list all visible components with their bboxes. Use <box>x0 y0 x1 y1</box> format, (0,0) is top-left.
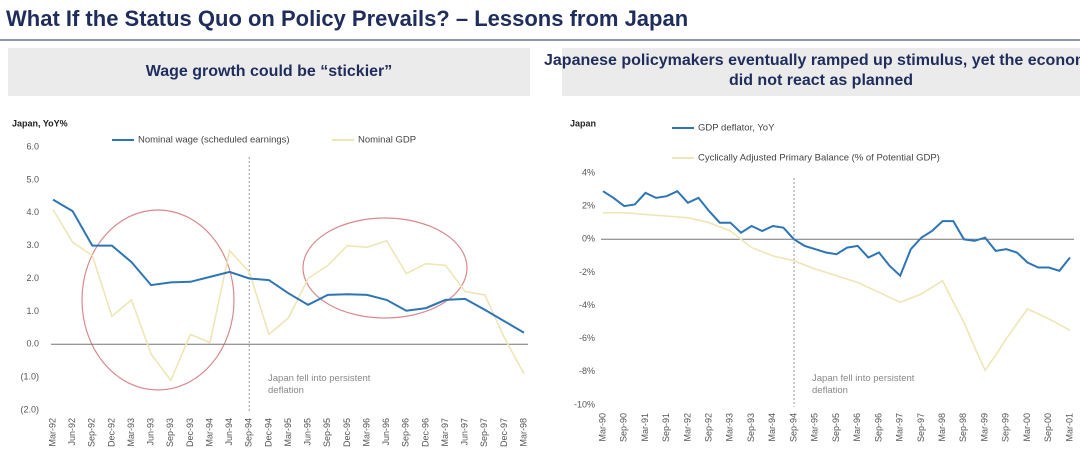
x-tick-label: Sep-93 <box>165 418 175 447</box>
x-tick-label: Sep-96 <box>873 413 883 442</box>
panel-title: Japanese policymakers eventually ramped … <box>544 52 1080 89</box>
x-tick-label: Sep-93 <box>746 413 756 442</box>
y-tick-label: 0.0 <box>26 339 39 349</box>
x-tick-label: Sep-95 <box>322 418 332 447</box>
annotation: Japan fell into persistent deflation <box>812 373 915 396</box>
x-tick-label: Dec-96 <box>420 418 430 447</box>
x-tick-label: Dec-93 <box>185 418 195 447</box>
y-tick-label: 3.0 <box>26 240 39 250</box>
x-tick-label: Mar-01 <box>1064 413 1074 442</box>
y-tick-label: -4% <box>579 300 595 310</box>
x-tick-label: Mar-96 <box>361 418 371 447</box>
x-tick-label: Mar-98 <box>937 413 947 442</box>
annotation: Japan fell into persistent deflation <box>268 373 371 396</box>
series-line <box>52 198 525 334</box>
y-tick-label: (1.0) <box>20 372 39 382</box>
highlight-ellipse <box>81 209 235 391</box>
legend-label: Nominal wage (scheduled earnings) <box>138 135 290 146</box>
x-tick-label: Mar-98 <box>518 418 528 447</box>
x-tick-label: Mar-97 <box>440 418 450 447</box>
x-tick-label: Sep-95 <box>831 413 841 442</box>
x-tick-label: Mar-91 <box>640 413 650 442</box>
y-tick-label: 5.0 <box>26 174 39 184</box>
x-tick-label: Mar-99 <box>979 413 989 442</box>
series-line <box>603 212 1071 372</box>
x-tick-label: Mar-90 <box>597 413 607 442</box>
header-box <box>562 48 1080 96</box>
x-tick-label: Mar-92 <box>47 418 57 447</box>
legend-label: Nominal GDP <box>358 135 416 146</box>
header-box <box>8 48 530 96</box>
x-tick-label: Sep-00 <box>1043 413 1053 442</box>
x-tick-label: Mar-96 <box>852 413 862 442</box>
x-tick-label: Mar-00 <box>1022 413 1032 442</box>
x-tick-label: Sep-92 <box>704 413 714 442</box>
y-tick-label: 4.0 <box>26 207 39 217</box>
highlight-ellipse <box>302 217 468 319</box>
x-tick-label: Jun-94 <box>224 418 234 446</box>
y-tick-label: -2% <box>579 267 595 277</box>
x-tick-label: Jun-93 <box>146 418 156 446</box>
x-tick-label: Sep-92 <box>87 418 97 447</box>
x-tick-label: Sep-94 <box>244 418 254 447</box>
x-tick-label: Dec-92 <box>106 418 116 447</box>
y-tick-label: (2.0) <box>20 404 39 414</box>
y-tick-label: 2% <box>582 201 595 211</box>
x-tick-label: Sep-98 <box>958 413 968 442</box>
x-tick-label: Sep-97 <box>479 418 489 447</box>
x-tick-label: Jun-97 <box>460 418 470 446</box>
x-tick-label: Dec-95 <box>342 418 352 447</box>
y-tick-label: 2.0 <box>26 273 39 283</box>
x-tick-label: Jun-92 <box>67 418 77 446</box>
x-tick-label: Mar-95 <box>283 418 293 447</box>
x-tick-label: Sep-99 <box>1001 413 1011 442</box>
y-tick-label: 1.0 <box>26 306 39 316</box>
y-tick-label: -6% <box>579 333 595 343</box>
series-line <box>52 209 525 382</box>
legend-label: GDP deflator, YoY <box>698 123 775 134</box>
x-tick-label: Mar-94 <box>204 418 214 447</box>
x-tick-label: Jun-96 <box>381 418 391 446</box>
legend-label: Cyclically Adjusted Primary Balance (% o… <box>698 153 940 164</box>
x-tick-label: Mar-93 <box>725 413 735 442</box>
series-line <box>602 189 1071 278</box>
y-tick-label: 6.0 <box>26 141 39 151</box>
x-tick-label: Mar-95 <box>810 413 820 442</box>
x-tick-label: Dec-94 <box>263 418 273 447</box>
x-tick-label: Sep-96 <box>401 418 411 447</box>
x-tick-label: Sep-94 <box>788 413 798 442</box>
x-tick-label: Mar-94 <box>767 413 777 442</box>
y-tick-label: 4% <box>582 167 595 177</box>
panel-title-text: Japanese policymakers eventually ramped … <box>544 52 1080 89</box>
x-tick-label: Sep-90 <box>619 413 629 442</box>
x-tick-label: Sep-91 <box>661 413 671 442</box>
y-tick-label: 0% <box>582 234 595 244</box>
axis-label: Japan <box>570 118 596 128</box>
x-tick-label: Sep-97 <box>916 413 926 442</box>
y-tick-label: -10% <box>574 399 595 409</box>
x-tick-label: Mar-97 <box>895 413 905 442</box>
y-tick-label: -8% <box>579 366 595 376</box>
slide-title: What If the Status Quo on Policy Prevail… <box>6 6 688 31</box>
x-tick-label: Dec-97 <box>499 418 509 447</box>
x-tick-label: Mar-93 <box>126 418 136 447</box>
axis-label: Japan, YoY% <box>12 118 68 128</box>
panel-title: Wage growth could be “stickier” <box>146 63 393 80</box>
x-tick-label: Mar-92 <box>682 413 692 442</box>
x-tick-label: Jun-95 <box>303 418 313 446</box>
